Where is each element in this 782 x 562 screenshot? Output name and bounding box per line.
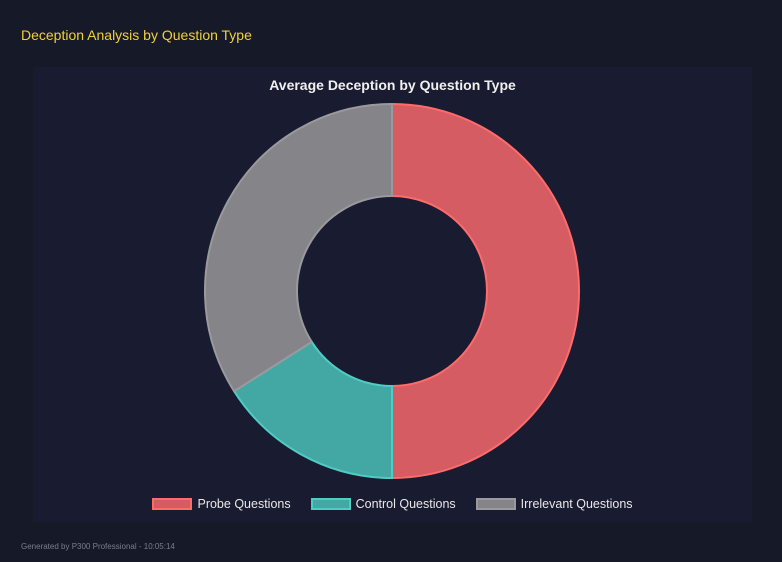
legend-item-irrelevant[interactable]: Irrelevant Questions [475,497,633,511]
donut-chart [204,102,580,480]
donut-slice-control-questions[interactable] [232,340,393,480]
legend-label: Irrelevant Questions [520,497,633,511]
legend-label: Control Questions [355,497,456,511]
legend-item-control[interactable]: Control Questions [310,497,456,511]
chart-legend: Probe Questions Control Questions Irrele… [33,497,752,511]
chart-panel: Average Deception by Question Type Probe… [33,67,752,522]
legend-swatch [475,498,516,510]
footer-text: Generated by P300 Professional - 10:05:1… [21,542,175,551]
donut-slice-probe-questions[interactable] [391,102,580,480]
page-title: Deception Analysis by Question Type [21,27,252,43]
legend-swatch [310,498,351,510]
donut-slice-irrelevant-questions[interactable] [204,102,393,393]
legend-item-probe[interactable]: Probe Questions [152,497,291,511]
chart-title: Average Deception by Question Type [269,77,516,93]
legend-label: Probe Questions [197,497,291,511]
legend-swatch [152,498,193,510]
